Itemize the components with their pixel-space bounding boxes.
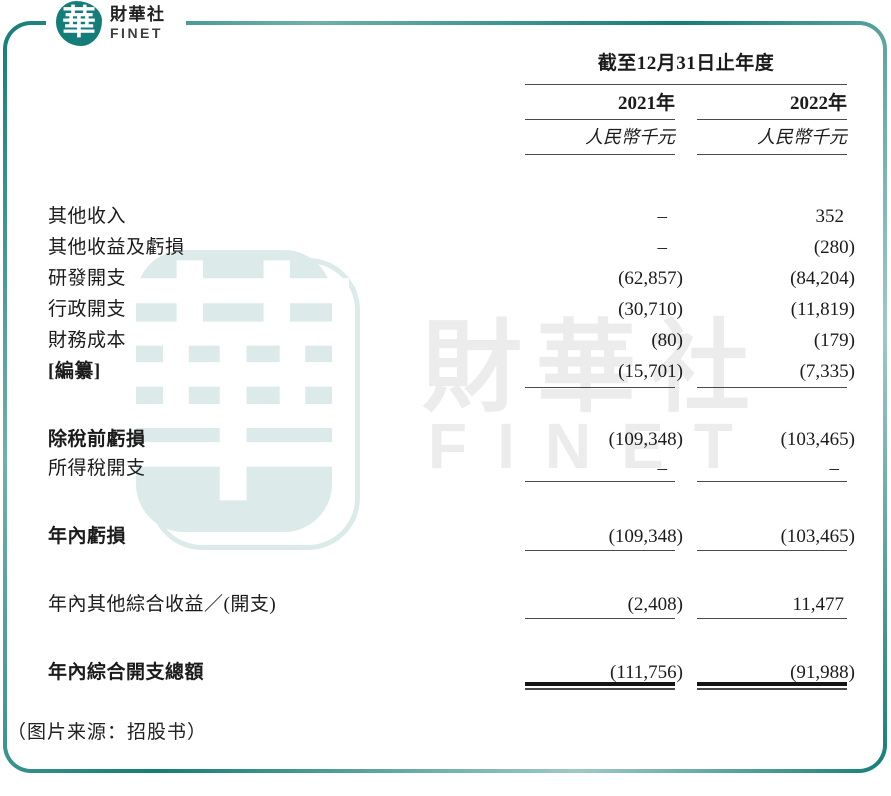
table-header: 截至12月31日止年度 2021年 2022年 人民幣千元 人民幣千元 — [525, 53, 847, 155]
unit-header-row: 人民幣千元 人民幣千元 — [525, 120, 847, 155]
row-label: 行政開支 — [48, 299, 127, 320]
finet-logo: 華 財華社 FINET — [46, 0, 186, 48]
table-row: 財務成本 (80) (179) — [48, 325, 855, 356]
image-source-caption: （图片来源：招股书） — [7, 722, 208, 743]
row-value: (91,988) — [697, 659, 855, 690]
row-label: 其他收入 — [48, 206, 127, 227]
table-row: 其他收入 – 352 — [48, 201, 847, 232]
table-body: 其他收入 – 352 其他收益及虧損 – (280) 研發開支 (62,857) (84,204… — [48, 201, 855, 690]
row-value: (62,857) — [618, 268, 683, 289]
table-row: 年內其他綜合收益／(開支) (2,408) 11,477 — [48, 590, 847, 619]
period-header: 截至12月31日止年度 — [525, 53, 847, 85]
finet-logo-seal-icon: 華 — [56, 1, 102, 46]
row-value: (7,335) — [697, 356, 855, 388]
page-border-frame — [3, 21, 887, 773]
row-value: (109,348) — [608, 429, 683, 450]
row-value: 11,477 — [697, 590, 847, 619]
logo-brand-cn: 財華社 — [110, 5, 166, 24]
row-value: (30,710) — [618, 299, 683, 320]
year-header-row: 2021年 2022年 — [525, 85, 847, 120]
row-value: (11,819) — [790, 299, 855, 320]
table-row: 年內虧損 (109,348) (103,465) — [48, 523, 855, 551]
row-label: 年內其他綜合收益／(開支) — [48, 594, 277, 615]
table-row: 其他收益及虧損 – (280) — [48, 232, 855, 263]
income-statement-table: 截至12月31日止年度 2021年 2022年 人民幣千元 人民幣千元 其他收入… — [48, 53, 855, 690]
row-value: 352 — [815, 206, 845, 227]
table-row: 所得稅開支 – – — [48, 455, 847, 482]
unit-label-2021: 人民幣千元 — [525, 120, 675, 155]
row-value: (280) — [813, 237, 855, 258]
row-label: 年內虧損 — [48, 526, 127, 547]
table-row: [編纂] (15,701) (7,335) — [48, 356, 855, 388]
year-header-2021: 2021年 — [525, 85, 675, 120]
row-value: – — [657, 237, 668, 258]
row-value: (103,465) — [780, 429, 855, 450]
row-value: (103,465) — [697, 523, 855, 551]
row-value: (111,756) — [525, 659, 683, 690]
row-label: 研發開支 — [48, 268, 127, 289]
year-header-2022: 2022年 — [697, 85, 847, 120]
logo-hua-glyph: 華 — [62, 4, 96, 42]
table-row: 行政開支 (30,710) (11,819) — [48, 294, 855, 325]
row-value: (84,204) — [790, 268, 855, 289]
table-row: 除稅前虧損 (109,348) (103,465) — [48, 424, 855, 455]
logo-brand-en: FINET — [110, 25, 163, 41]
row-label: 其他收益及虧損 — [48, 237, 185, 258]
row-value: (80) — [651, 330, 683, 351]
table-row: 研發開支 (62,857) (84,204) — [48, 263, 855, 294]
row-label: 除稅前虧損 — [48, 429, 146, 450]
row-label: 財務成本 — [48, 330, 127, 351]
row-value: (109,348) — [525, 523, 683, 551]
row-label: 所得稅開支 — [48, 458, 146, 479]
row-value: (179) — [813, 330, 855, 351]
row-value: (2,408) — [525, 590, 683, 619]
row-value: – — [525, 455, 675, 482]
row-label: 年內綜合開支總額 — [48, 662, 205, 683]
row-label: [編纂] — [48, 361, 101, 382]
table-row: 年內綜合開支總額 (111,756) (91,988) — [48, 659, 855, 690]
logo-text: 財華社 FINET — [110, 5, 166, 41]
row-value: – — [697, 455, 847, 482]
row-value: (15,701) — [525, 356, 683, 388]
unit-label-2022: 人民幣千元 — [697, 120, 847, 155]
row-value: – — [657, 206, 668, 227]
